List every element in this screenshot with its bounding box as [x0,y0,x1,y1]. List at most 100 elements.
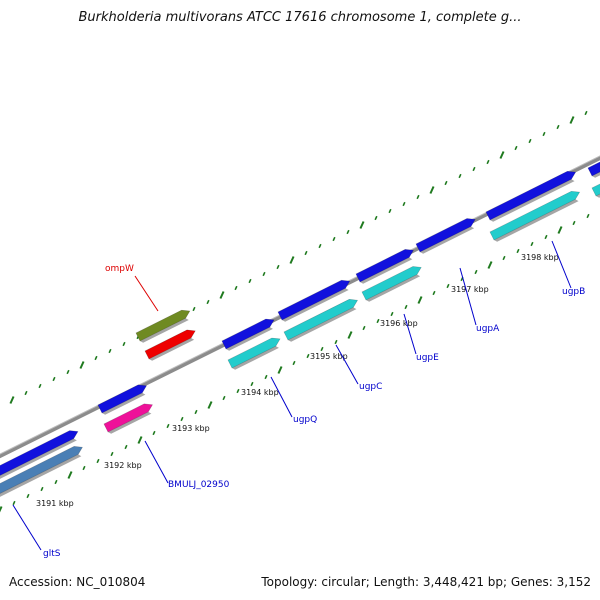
inner-tick [586,213,590,219]
gene-red-arrow[interactable] [144,327,197,360]
inner-tick [516,248,520,254]
gene-BMULJ_02950-arrow[interactable] [103,401,155,433]
gene-BMULJ_02950[interactable] [103,401,156,435]
inner-tick [277,366,283,374]
kbp-label: 3193 kbp [172,424,210,433]
inner-tick [572,220,576,226]
outer-tick [499,151,505,159]
outer-tick [94,355,98,361]
inner-tick [250,381,254,387]
gene-ugpB-shadow [494,199,579,242]
gene-outer-2[interactable] [97,382,150,416]
outer-tick [514,145,518,151]
gene-outer-2-arrow[interactable] [97,382,149,414]
outer-tick [262,271,266,277]
outer-tick [402,201,406,207]
gene-ompW-arrow[interactable] [135,307,192,342]
gene-outer-8-shadow [592,170,600,178]
label-leader-ugpQ [270,376,293,418]
gene-ugpE[interactable] [361,263,425,302]
gene-outer-5[interactable] [355,246,417,284]
gene-ugpE-shadow [366,274,421,302]
gene-label-gltS: gltS [43,549,61,559]
inner-tick-ring [0,213,590,513]
gene-outer-5-arrow[interactable] [355,246,415,283]
gene-label-ugpQ: ugpQ [293,415,317,425]
inner-tick [67,471,73,479]
gene-inner-8[interactable] [591,179,600,199]
inner-tick [474,269,478,275]
gene-ugpB[interactable] [489,188,583,243]
outer-tick [66,369,70,375]
gene-outer-6[interactable] [415,215,479,254]
accession-text: Accession: NC_010804 [9,575,146,589]
gene-outer-1-arrow[interactable] [0,427,80,479]
gene-ugpQ[interactable] [227,335,283,371]
gene-outer-3-arrow[interactable] [221,316,276,350]
gene-ompW[interactable] [135,307,193,344]
inner-tick [137,436,143,444]
gene-outer-3[interactable] [221,316,277,352]
outer-tick [192,306,196,312]
inner-tick [264,374,268,380]
inner-tick [404,304,408,310]
inner-tick [432,290,436,296]
gene-features[interactable] [0,159,600,499]
label-leader-BMULJ_02950 [144,440,169,484]
outer-tick [304,250,308,256]
outer-tick [122,341,126,347]
outer-tick [234,285,238,291]
label-leader-ugpC [335,344,359,385]
gene-label-ugpE: ugpE [416,353,439,363]
gene-ugpC[interactable] [283,296,361,343]
gene-outer-2-shadow [102,392,146,415]
kbp-label: 3196 kbp [380,319,418,328]
inner-tick [417,296,423,304]
inner-tick [110,451,114,457]
gene-gltS-arrow[interactable] [0,443,84,497]
outer-tick [24,390,28,396]
gene-outer-4[interactable] [277,277,353,323]
gene-red[interactable] [144,327,199,362]
outer-tick [458,173,462,179]
gene-outer-8[interactable] [587,159,600,179]
outer-tick [429,186,435,194]
gene-label-ugpC: ugpC [359,382,382,392]
gene-ugpB-arrow[interactable] [489,188,582,241]
gene-outer-3-shadow [226,327,273,351]
gene-outer-8-arrow[interactable] [587,159,600,177]
inner-tick [376,318,380,324]
gene-inner-8-arrow[interactable] [591,179,600,197]
gene-ugpC-arrow[interactable] [283,296,360,341]
gene-gltS[interactable] [0,443,86,498]
gene-outer-4-shadow [282,288,349,322]
gene-ugpQ-shadow [232,346,279,370]
inner-tick [236,388,240,394]
inner-tick [446,283,450,289]
inner-tick [124,444,128,450]
gene-outer-1[interactable] [0,427,81,480]
outer-tick [346,229,350,235]
gene-ugpQ-arrow[interactable] [227,335,282,369]
label-leader-ompW [134,275,159,312]
inner-tick [12,500,16,506]
inner-tick [222,395,226,401]
gene-BMULJ_02950-shadow [108,411,152,434]
kbp-label: 3192 kbp [104,461,142,470]
gene-outer-7[interactable] [485,168,579,223]
kbp-label: 3194 kbp [241,388,279,397]
inner-tick [557,226,563,234]
gene-outer-6-arrow[interactable] [415,215,477,253]
gene-outer-5-shadow [360,257,413,284]
gene-outer-7-arrow[interactable] [485,168,578,221]
inner-tick [96,458,100,464]
gene-ugpE-arrow[interactable] [361,263,423,301]
inner-tick [166,423,170,429]
gene-label-BMULJ_02950: BMULJ_02950 [168,480,230,490]
gene-label-ugpA: ugpA [476,324,500,334]
gene-outer-4-arrow[interactable] [277,277,352,321]
gene-outer-7-shadow [490,179,575,222]
gene-label-ugpB: ugpB [562,287,585,297]
inner-tick [544,234,548,240]
